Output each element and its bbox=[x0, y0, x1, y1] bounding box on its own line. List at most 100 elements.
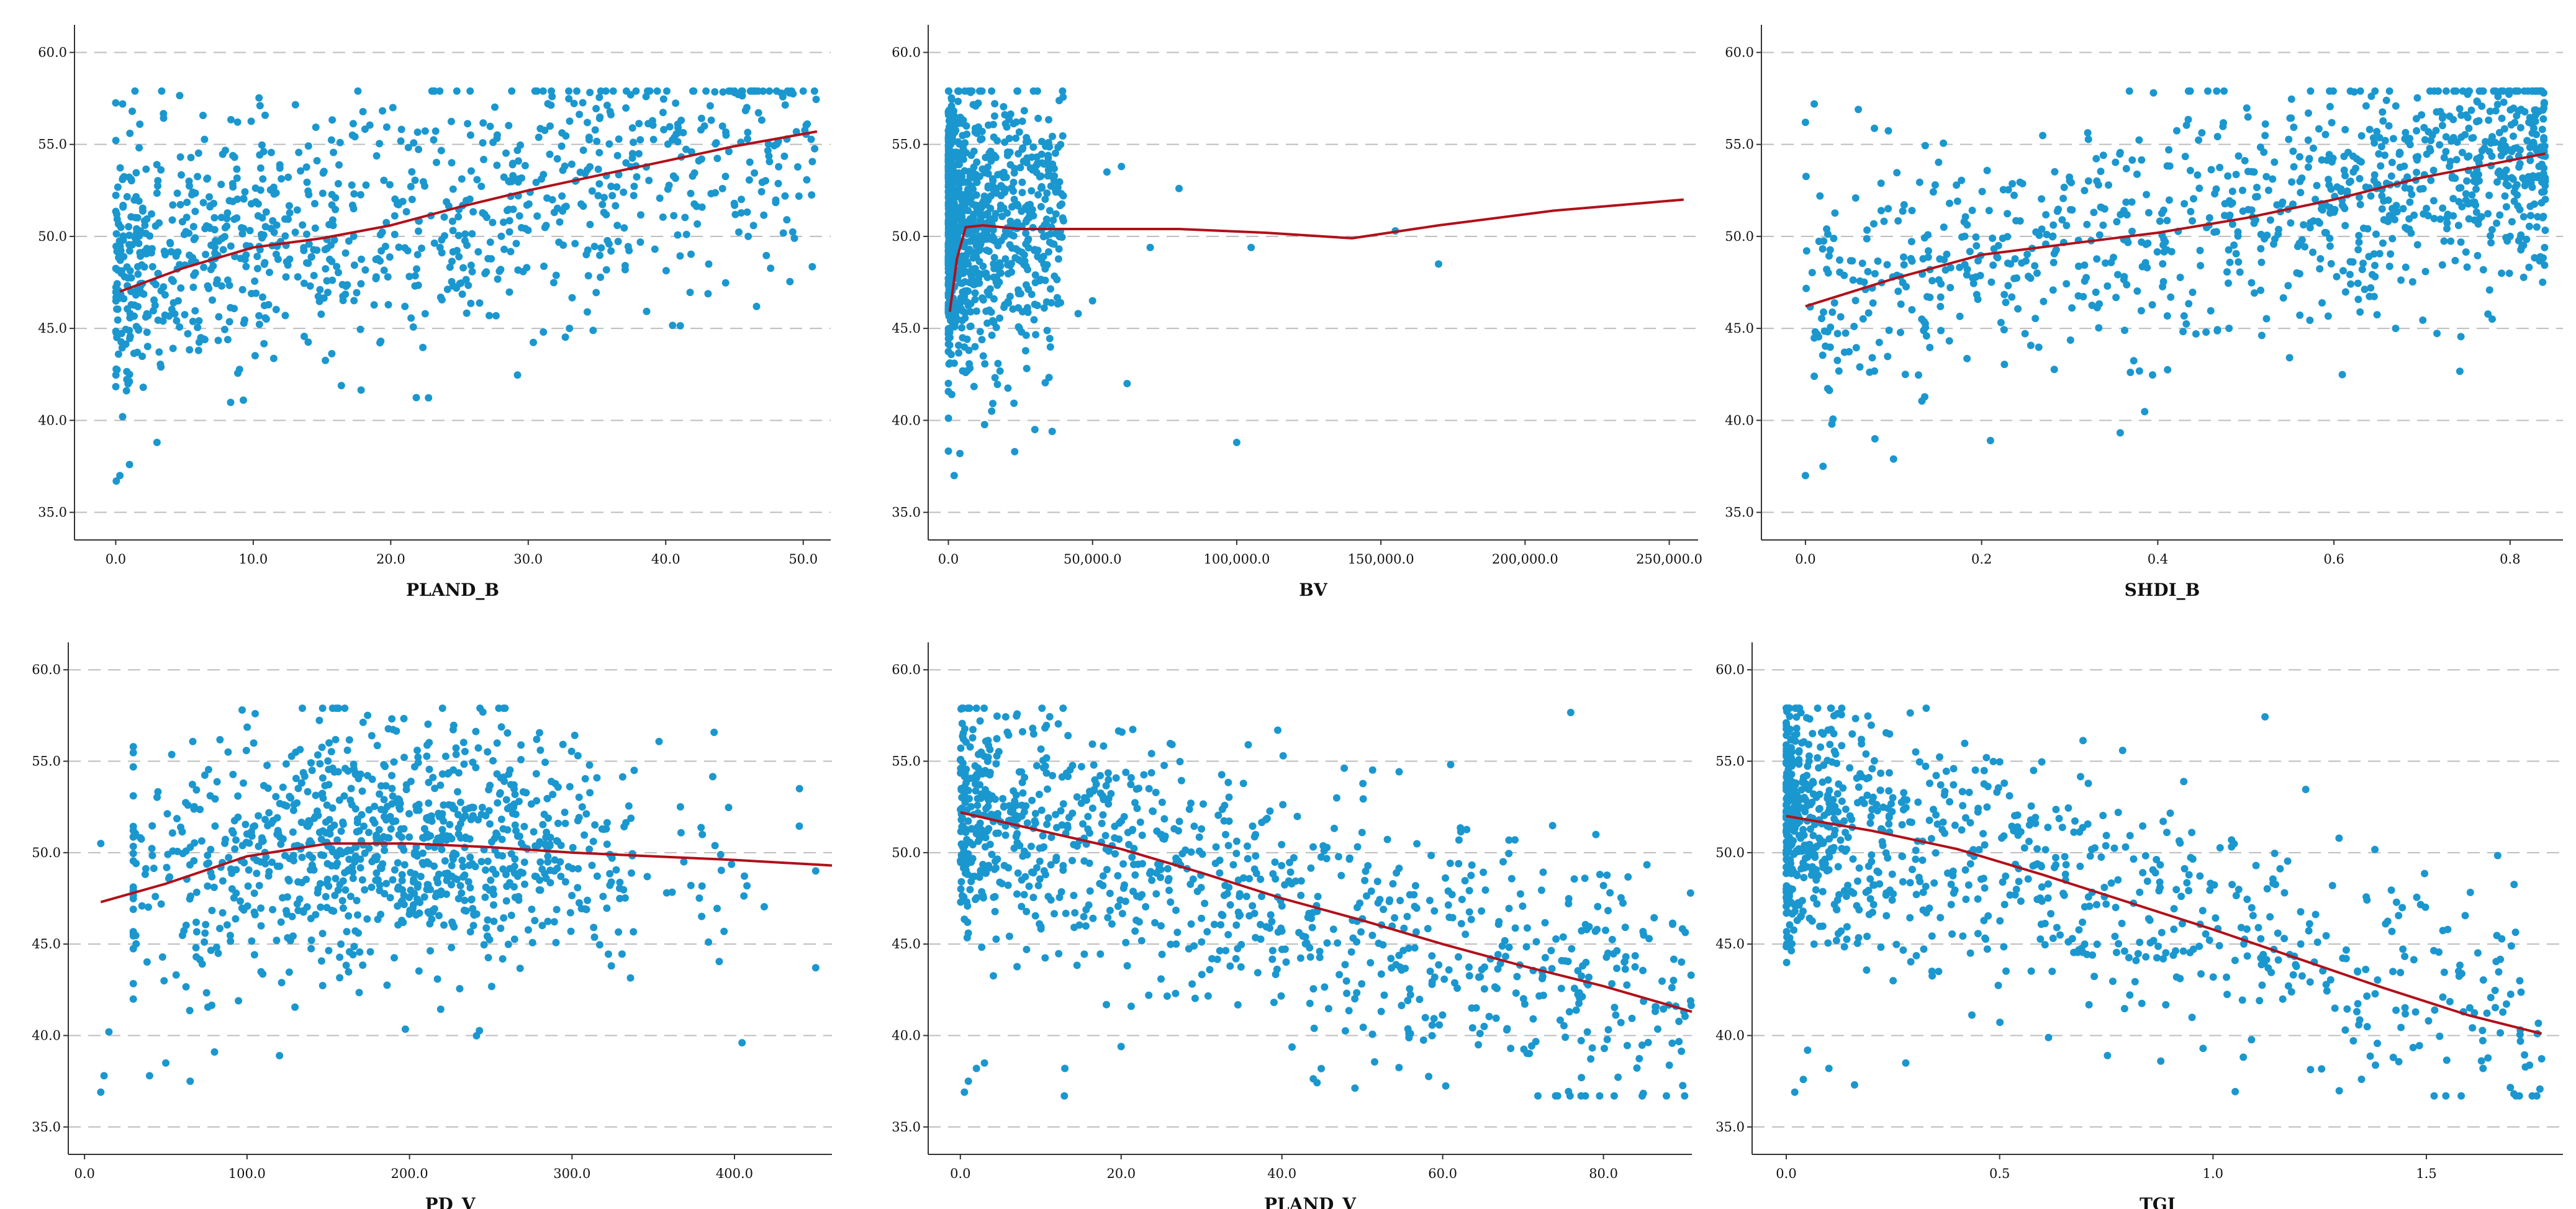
data-point bbox=[265, 868, 273, 876]
data-point bbox=[312, 791, 320, 799]
data-point bbox=[2377, 143, 2385, 151]
data-point bbox=[1926, 343, 1934, 351]
data-point bbox=[1267, 911, 1275, 919]
data-point bbox=[351, 852, 359, 860]
data-point bbox=[594, 165, 602, 173]
data-point bbox=[622, 159, 630, 167]
data-point bbox=[603, 101, 611, 109]
data-point bbox=[235, 997, 243, 1005]
data-point bbox=[2189, 289, 2197, 296]
data-point bbox=[1548, 964, 1556, 973]
data-point bbox=[2305, 156, 2313, 163]
data-point bbox=[2004, 282, 2012, 290]
data-point bbox=[299, 221, 307, 229]
data-point bbox=[2195, 136, 2203, 144]
data-point bbox=[425, 860, 433, 868]
data-point bbox=[1442, 874, 1449, 882]
data-point bbox=[333, 263, 341, 271]
data-point bbox=[129, 241, 136, 249]
data-point bbox=[119, 232, 127, 240]
data-point bbox=[1058, 200, 1066, 208]
data-point bbox=[1088, 297, 1096, 305]
data-point bbox=[178, 828, 186, 836]
data-point bbox=[2143, 191, 2151, 199]
data-point bbox=[2427, 137, 2435, 145]
data-point bbox=[127, 274, 135, 282]
data-point bbox=[1926, 294, 1934, 302]
data-point bbox=[949, 214, 957, 222]
data-point bbox=[659, 109, 667, 117]
data-point bbox=[459, 264, 468, 272]
data-point bbox=[2511, 119, 2519, 127]
fit-line bbox=[100, 842, 833, 904]
data-point bbox=[458, 175, 466, 183]
data-point bbox=[997, 269, 1005, 277]
data-point bbox=[1049, 160, 1057, 168]
data-point bbox=[196, 806, 204, 814]
data-point bbox=[414, 251, 422, 259]
data-point bbox=[194, 346, 202, 354]
data-point bbox=[246, 227, 254, 235]
data-point bbox=[1033, 864, 1041, 872]
data-point bbox=[366, 121, 374, 129]
data-point bbox=[2122, 164, 2130, 173]
data-point bbox=[467, 261, 475, 269]
data-point bbox=[141, 870, 149, 878]
data-point bbox=[1016, 164, 1024, 171]
data-point bbox=[269, 354, 278, 362]
data-point bbox=[2496, 211, 2504, 219]
data-point bbox=[153, 438, 161, 446]
data-point bbox=[358, 876, 366, 884]
data-point bbox=[2244, 205, 2253, 213]
data-point bbox=[630, 182, 638, 191]
data-point bbox=[186, 843, 194, 852]
data-point bbox=[1679, 1082, 1687, 1090]
data-point bbox=[2052, 246, 2060, 254]
data-point bbox=[317, 903, 325, 911]
data-point bbox=[958, 324, 965, 332]
data-point bbox=[2180, 312, 2188, 320]
data-point bbox=[602, 266, 610, 274]
y-tick-label: 35.0 bbox=[32, 1120, 61, 1135]
data-point bbox=[421, 310, 429, 318]
data-point bbox=[211, 249, 219, 257]
data-point bbox=[1894, 217, 1902, 225]
y-tick-label: 45.0 bbox=[38, 321, 67, 336]
data-point bbox=[1820, 308, 1827, 316]
data-point bbox=[1051, 910, 1058, 918]
data-point bbox=[431, 784, 439, 793]
data-point bbox=[738, 87, 746, 95]
data-point bbox=[322, 265, 330, 273]
data-point bbox=[2338, 371, 2346, 379]
data-point bbox=[530, 828, 538, 836]
data-point bbox=[2470, 178, 2478, 185]
data-point bbox=[455, 253, 463, 261]
x-tick-label: 0.0 bbox=[950, 1166, 970, 1181]
data-point bbox=[1232, 837, 1241, 845]
data-point bbox=[172, 971, 180, 979]
data-point bbox=[224, 276, 232, 284]
data-point bbox=[1164, 876, 1172, 884]
data-point bbox=[119, 413, 127, 421]
data-point bbox=[569, 865, 576, 873]
data-point bbox=[267, 148, 275, 156]
y-tick-label: 55.0 bbox=[32, 754, 61, 769]
data-point bbox=[143, 215, 151, 223]
data-point bbox=[2223, 268, 2231, 276]
data-point bbox=[1801, 119, 1809, 127]
data-point bbox=[441, 857, 449, 865]
data-point bbox=[464, 878, 472, 886]
data-point bbox=[1681, 928, 1689, 937]
data-point bbox=[2416, 185, 2424, 193]
data-point bbox=[1307, 864, 1315, 872]
data-point bbox=[2402, 263, 2410, 271]
data-point bbox=[2340, 153, 2348, 160]
x-axis-title: PD_V bbox=[425, 1194, 476, 1209]
data-point bbox=[502, 149, 510, 157]
data-point bbox=[2366, 292, 2374, 300]
data-point bbox=[259, 293, 266, 301]
data-point bbox=[223, 215, 231, 223]
data-point bbox=[2290, 163, 2298, 171]
data-point bbox=[2458, 203, 2466, 210]
data-point bbox=[489, 218, 497, 227]
